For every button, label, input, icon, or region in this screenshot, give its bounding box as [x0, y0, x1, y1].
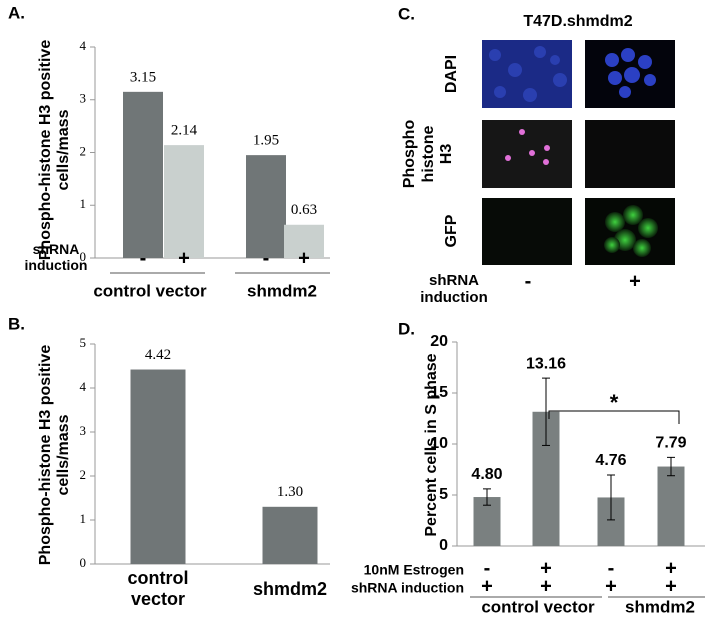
row-mark: +	[481, 575, 493, 597]
category-label: control vector	[93, 281, 207, 300]
bar	[123, 91, 163, 259]
value-label: 7.79	[655, 435, 686, 452]
y-tick-label: 1	[80, 511, 87, 526]
row-mark: -	[484, 557, 491, 579]
panel-label: D.	[398, 319, 415, 338]
y-tick-label: 2	[80, 143, 87, 158]
bar	[246, 155, 286, 258]
value-label: 4.80	[471, 466, 502, 483]
row-label: shRNA induction	[24, 240, 88, 273]
micrograph-texture	[505, 129, 550, 165]
y-tick-label: 10	[430, 435, 448, 452]
annotation: *	[610, 390, 619, 415]
group-label: shmdm2	[625, 597, 695, 616]
micrograph-texture	[604, 205, 658, 257]
row-label: DAPI	[442, 54, 460, 94]
legend-label: +	[298, 247, 310, 269]
value-label: 4.42	[145, 347, 171, 363]
y-tick-label: 1	[80, 196, 87, 211]
micrograph	[585, 120, 675, 188]
panel-title: T47D.shmdm2	[523, 13, 632, 30]
value-label: 2.14	[171, 123, 198, 139]
value-label: 1.95	[253, 133, 279, 149]
y-tick-label: 0	[80, 555, 87, 570]
row-mark: +	[540, 557, 552, 579]
legend-label: +	[178, 247, 190, 269]
value-label: 0.63	[291, 202, 317, 218]
category-label: shmdm2	[247, 281, 317, 300]
row-label: shRNA induction	[351, 580, 464, 596]
row-mark: -	[608, 557, 615, 579]
bar	[657, 466, 685, 546]
row-mark: +	[665, 575, 677, 597]
y-tick-label: 5	[80, 335, 87, 350]
y-tick-label: 0	[439, 537, 448, 554]
y-tick-label: 2	[80, 467, 87, 482]
y-tick-label: 5	[439, 486, 448, 503]
row-mark: +	[605, 575, 617, 597]
value-label: 3.15	[130, 69, 156, 85]
y-tick-label: 4	[80, 379, 87, 394]
row-mark: +	[540, 575, 552, 597]
panel-label: A.	[8, 3, 25, 22]
row-label: Phospho histone H3	[401, 119, 456, 189]
y-tick-label: 20	[430, 333, 448, 350]
y-axis-label: Phospho-histone H3 positive cells/mass	[36, 39, 72, 261]
y-tick-label: 4	[80, 38, 87, 53]
row-label: GFP	[442, 214, 460, 248]
legend-label: -	[263, 247, 270, 269]
legend-label: -	[140, 247, 147, 269]
y-tick-label: 0	[80, 249, 87, 264]
panel-label: B.	[8, 314, 25, 333]
category-label: control vector	[127, 568, 189, 609]
y-axis-label: Phospho-histone H3 positive cells/mass	[36, 344, 72, 566]
value-label: 4.76	[595, 452, 626, 469]
value-label: 13.16	[526, 355, 566, 372]
category-label: shmdm2	[252, 578, 328, 599]
micrograph-texture	[605, 48, 656, 98]
column-mark: +	[629, 270, 641, 292]
group-label: control vector	[481, 597, 595, 616]
column-mark: -	[525, 270, 532, 292]
panel-label: C.	[398, 4, 415, 23]
row-mark: +	[665, 557, 677, 579]
y-tick-label: 3	[80, 423, 87, 438]
micrograph-texture	[489, 46, 567, 102]
value-label: 1.30	[277, 484, 303, 500]
bar	[130, 369, 186, 564]
y-tick-label: 15	[430, 384, 448, 401]
bar	[284, 224, 324, 258]
column-label: shRNA induction	[420, 271, 488, 306]
y-axis-label: Percent cells in S phase	[422, 353, 440, 537]
bar	[262, 506, 318, 564]
micrograph	[482, 198, 572, 265]
significance-bracket	[548, 410, 680, 424]
micrograph	[482, 120, 572, 188]
bar	[164, 145, 204, 258]
y-tick-label: 3	[80, 91, 87, 106]
row-label: 10nM Estrogen	[364, 562, 464, 578]
